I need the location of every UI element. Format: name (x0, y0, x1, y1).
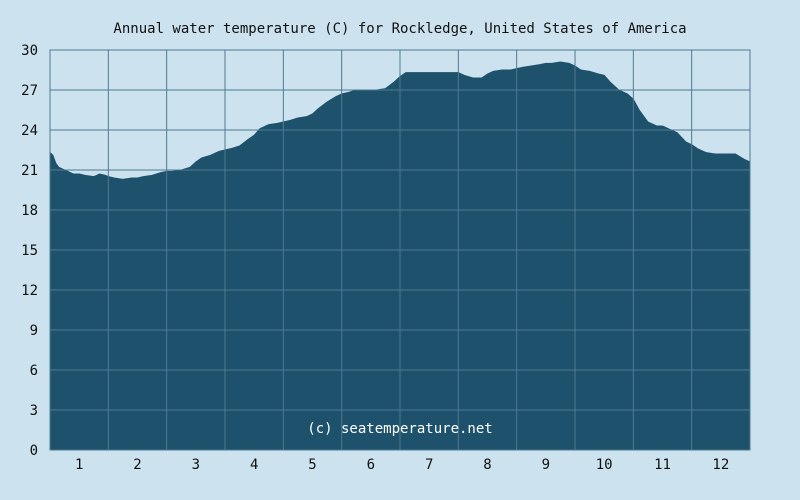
x-tick-label: 7 (425, 457, 433, 473)
x-tick-label: 10 (596, 457, 613, 473)
y-tick-label: 21 (21, 163, 38, 179)
watermark: (c) seatemperature.net (307, 421, 492, 437)
y-tick-label: 15 (21, 243, 38, 259)
y-tick-label: 30 (21, 43, 38, 59)
chart-title: Annual water temperature (C) for Rockled… (113, 21, 686, 37)
y-tick-label: 27 (21, 83, 38, 99)
y-tick-label: 12 (21, 283, 38, 299)
y-tick-label: 3 (30, 403, 38, 419)
plot-border (49, 49, 751, 451)
y-tick-label: 18 (21, 203, 38, 219)
x-tick-label: 2 (133, 457, 141, 473)
x-tick-label: 4 (250, 457, 258, 473)
y-tick-label: 0 (30, 443, 38, 459)
x-tick-label: 12 (712, 457, 729, 473)
x-tick-label: 11 (654, 457, 671, 473)
x-tick-label: 9 (542, 457, 550, 473)
x-tick-label: 6 (367, 457, 375, 473)
x-tick-label: 1 (75, 457, 83, 473)
x-tick-label: 3 (192, 457, 200, 473)
x-tick-label: 8 (483, 457, 491, 473)
y-tick-label: 24 (21, 123, 38, 139)
x-tick-label: 5 (308, 457, 316, 473)
y-tick-label: 9 (30, 323, 38, 339)
y-tick-label: 6 (30, 363, 38, 379)
